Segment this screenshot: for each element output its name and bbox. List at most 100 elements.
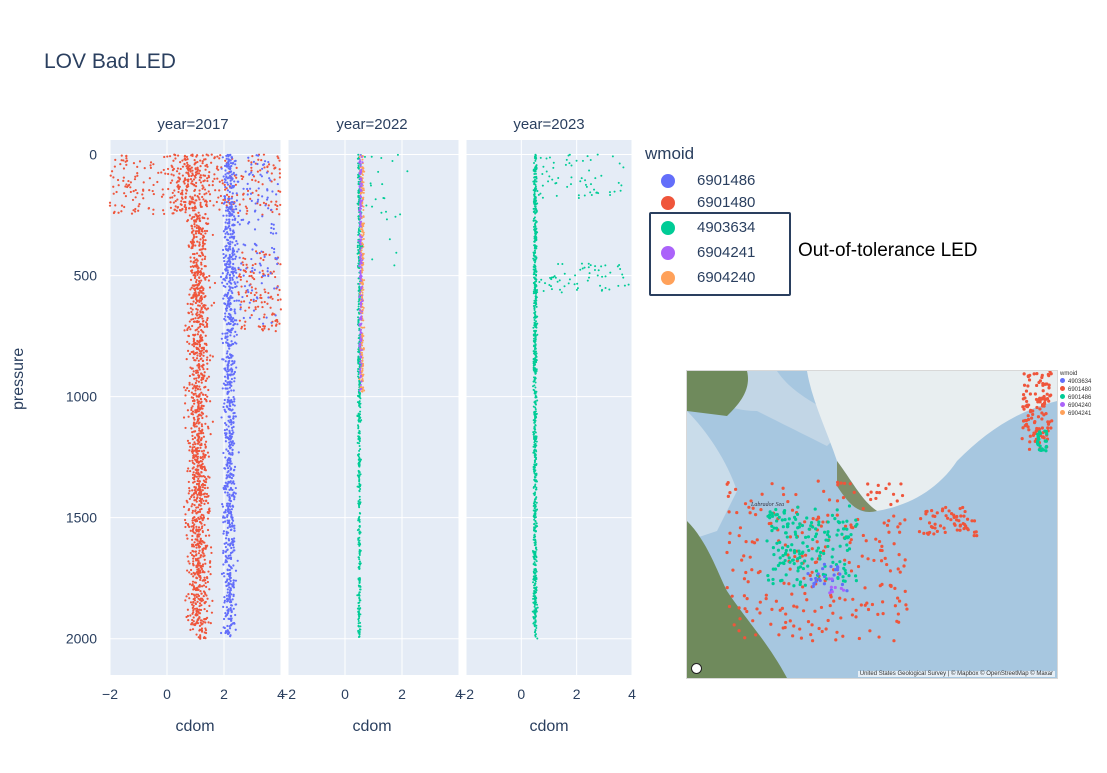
data-point-6901480 <box>192 456 195 460</box>
data-point-6901480 <box>197 487 201 490</box>
data-point-6901480 <box>134 188 137 192</box>
legend-item-6901486[interactable]: 6901486 <box>661 169 755 193</box>
data-point-6901480 <box>192 241 196 244</box>
data-point-6901486 <box>226 588 229 591</box>
data-point-6901480 <box>125 155 128 158</box>
data-point-6901486 <box>229 609 232 612</box>
legend-dot <box>661 196 675 211</box>
map-point <box>876 483 880 487</box>
data-point-6901480 <box>170 173 173 176</box>
data-point-6901486 <box>227 419 230 422</box>
data-point-4903634 <box>534 456 537 459</box>
data-point-6901486 <box>225 154 228 158</box>
data-point-6901480 <box>206 325 209 328</box>
data-point-4903634 <box>555 194 558 197</box>
data-point-6901480 <box>211 233 214 237</box>
data-point-6901480 <box>197 530 200 533</box>
data-point-6901486 <box>224 422 227 425</box>
data-point-6901480 <box>151 189 154 193</box>
data-point-4903634 <box>359 230 362 233</box>
data-point-4903634 <box>600 174 603 177</box>
data-point-4903634 <box>357 228 360 231</box>
data-point-6901480 <box>190 197 193 200</box>
data-point-6901486 <box>249 316 252 319</box>
data-point-6901480 <box>198 616 201 619</box>
data-point-4903634 <box>535 522 538 525</box>
data-point-6904241 <box>360 179 363 182</box>
data-point-6901480 <box>242 193 245 196</box>
data-point-6901486 <box>224 169 227 172</box>
legend-item-4903634[interactable]: 4903634 <box>661 216 755 240</box>
data-point-6901486 <box>226 406 229 409</box>
data-point-6901486 <box>252 298 255 301</box>
data-point-6901486 <box>259 264 262 267</box>
data-point-6901480 <box>194 409 197 412</box>
data-point-6901480 <box>169 196 172 199</box>
data-point-6901486 <box>233 322 237 325</box>
data-point-6904241 <box>358 158 361 161</box>
data-point-6901486 <box>232 185 235 188</box>
data-point-6901480 <box>239 275 242 279</box>
data-point-6901480 <box>202 234 205 237</box>
data-point-4903634 <box>534 424 537 427</box>
data-point-6901480 <box>190 538 194 541</box>
data-point-4903634 <box>359 628 362 631</box>
data-point-6901480 <box>192 585 195 588</box>
data-point-4903634 <box>358 440 361 443</box>
data-point-6901480 <box>199 203 202 207</box>
data-point-6901486 <box>235 240 238 243</box>
data-point-6901480 <box>187 480 190 484</box>
data-point-6901480 <box>197 320 200 323</box>
data-point-6901480 <box>203 242 206 245</box>
data-point-4903634 <box>534 185 537 188</box>
data-point-4903634 <box>534 154 537 157</box>
data-point-6901486 <box>231 201 234 204</box>
data-point-6901486 <box>224 315 227 318</box>
data-point-6901480 <box>196 586 199 590</box>
data-point-4903634 <box>358 530 361 533</box>
data-point-6901486 <box>229 334 232 337</box>
data-point-6901486 <box>228 347 231 350</box>
data-point-4903634 <box>532 536 535 539</box>
data-point-6904241 <box>359 303 362 306</box>
map-point <box>745 609 749 614</box>
data-point-6901486 <box>267 274 270 278</box>
data-point-6901486 <box>235 208 238 211</box>
data-point-6901480 <box>206 377 209 380</box>
data-point-4903634 <box>533 584 536 587</box>
data-point-6901480 <box>200 228 203 231</box>
data-point-6901486 <box>228 627 232 630</box>
data-point-6901480 <box>205 163 208 166</box>
data-point-6901480 <box>142 189 145 192</box>
data-point-4903634 <box>576 287 579 290</box>
data-point-6904240 <box>361 295 364 298</box>
map-point <box>787 582 791 586</box>
data-point-6901480 <box>199 637 202 640</box>
data-point-6901480 <box>203 558 206 561</box>
data-point-6901486 <box>260 250 263 253</box>
data-point-6901486 <box>273 247 276 251</box>
data-point-6901480 <box>192 466 195 469</box>
data-point-6901486 <box>229 434 232 437</box>
map-point <box>836 480 840 484</box>
legend-item-6904241[interactable]: 6904241 <box>661 241 755 265</box>
map-point <box>875 490 879 495</box>
data-point-6901480 <box>195 577 199 580</box>
data-point-6901480 <box>204 446 207 449</box>
data-point-6901480 <box>157 171 160 174</box>
data-point-6901480 <box>171 212 174 215</box>
data-point-6901486 <box>227 539 231 542</box>
data-point-6901486 <box>234 330 237 333</box>
legend-item-6901480[interactable]: 6901480 <box>661 191 755 215</box>
data-point-6901486 <box>226 249 229 252</box>
data-point-6901486 <box>231 429 234 432</box>
data-point-6901486 <box>236 559 239 562</box>
inset-map[interactable]: Labrador Sea United States Geological Su… <box>686 370 1058 679</box>
data-point-6901480 <box>237 291 240 294</box>
data-point-4903634 <box>535 164 538 167</box>
data-point-6901486 <box>244 170 247 173</box>
data-point-6901480 <box>187 467 190 470</box>
data-point-6901480 <box>200 450 204 453</box>
data-point-6901480 <box>242 198 245 201</box>
legend-item-6904240[interactable]: 6904240 <box>661 266 755 290</box>
